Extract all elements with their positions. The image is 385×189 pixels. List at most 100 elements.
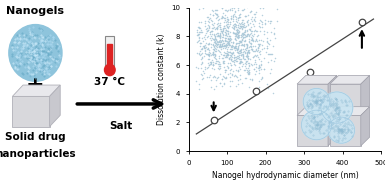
Point xyxy=(244,30,250,33)
Point xyxy=(237,73,243,76)
Point xyxy=(197,41,203,44)
Point xyxy=(245,56,251,59)
Point xyxy=(211,44,217,47)
Point xyxy=(242,15,248,18)
Point xyxy=(196,36,202,40)
Point xyxy=(222,9,228,12)
Point xyxy=(228,57,234,60)
Point xyxy=(227,84,233,87)
Point xyxy=(230,42,236,45)
Point xyxy=(227,38,233,41)
Point xyxy=(206,75,212,78)
Point xyxy=(211,33,217,36)
Bar xyxy=(107,44,112,69)
Point xyxy=(239,39,245,42)
Point xyxy=(231,22,238,25)
Point xyxy=(249,38,255,41)
Point xyxy=(244,68,250,71)
Point xyxy=(195,33,201,36)
Point xyxy=(219,42,226,45)
Point xyxy=(219,45,225,48)
Point xyxy=(212,37,218,40)
Point xyxy=(242,39,248,42)
Point xyxy=(216,40,222,43)
Point xyxy=(254,56,261,59)
Point xyxy=(212,50,218,53)
Text: 37 °C: 37 °C xyxy=(94,77,125,88)
Point xyxy=(232,46,238,49)
Point xyxy=(236,65,242,68)
Point xyxy=(204,54,211,57)
Point xyxy=(245,18,251,21)
Point xyxy=(224,72,231,75)
Point xyxy=(234,32,241,35)
Point xyxy=(225,46,231,49)
Point xyxy=(225,41,231,44)
Point xyxy=(239,25,245,28)
Point xyxy=(231,12,237,15)
Point xyxy=(224,30,231,33)
Point xyxy=(246,63,253,66)
Point xyxy=(231,23,238,26)
Point xyxy=(241,44,247,47)
Point xyxy=(223,29,229,32)
Point xyxy=(249,38,255,41)
Point xyxy=(244,55,250,58)
Point xyxy=(238,21,244,24)
Point xyxy=(198,60,204,64)
Point xyxy=(222,47,228,50)
Point xyxy=(307,71,313,74)
Point xyxy=(264,40,270,43)
Point xyxy=(251,67,258,70)
Point xyxy=(271,32,277,35)
Point xyxy=(205,47,211,50)
Point xyxy=(254,46,261,49)
Point xyxy=(235,52,241,55)
Point xyxy=(224,56,230,59)
Point xyxy=(199,70,206,73)
Point xyxy=(202,37,208,40)
Point xyxy=(244,52,251,55)
Point xyxy=(235,30,241,33)
Point xyxy=(241,33,247,36)
Point xyxy=(219,61,226,64)
Point xyxy=(217,26,223,29)
Point xyxy=(205,46,211,49)
Point xyxy=(231,26,237,29)
Point xyxy=(246,68,252,71)
Point xyxy=(256,67,262,70)
Bar xyxy=(297,115,328,146)
Point xyxy=(196,39,203,42)
Point xyxy=(233,44,239,47)
Point xyxy=(234,48,240,51)
Point xyxy=(238,34,244,37)
Point xyxy=(253,37,259,40)
Point xyxy=(207,62,213,65)
Point xyxy=(218,39,224,42)
Point xyxy=(231,56,238,59)
Point xyxy=(249,36,255,39)
Point xyxy=(210,54,216,57)
Point xyxy=(248,63,254,66)
Point xyxy=(202,66,208,69)
Point xyxy=(221,24,227,27)
Point xyxy=(227,61,233,64)
Point xyxy=(256,7,263,10)
Point xyxy=(241,32,247,35)
Point xyxy=(231,27,238,30)
Point xyxy=(250,49,256,52)
Point xyxy=(194,5,200,8)
Point xyxy=(209,53,215,56)
Point xyxy=(241,21,247,24)
Point xyxy=(246,37,253,40)
Point xyxy=(198,52,204,55)
Bar xyxy=(105,36,114,70)
Point xyxy=(246,40,252,43)
Point xyxy=(252,60,258,64)
Point xyxy=(236,16,243,19)
Point xyxy=(251,32,257,35)
Point xyxy=(211,46,217,49)
Point xyxy=(226,50,232,53)
Point xyxy=(217,64,223,67)
Point xyxy=(247,11,253,14)
